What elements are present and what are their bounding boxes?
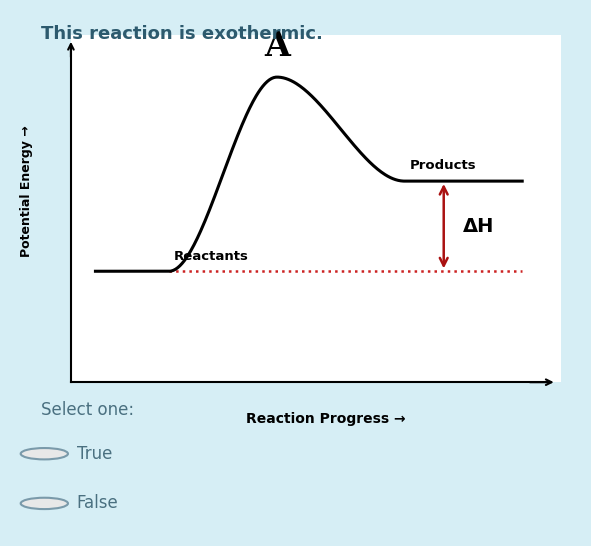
Text: Products: Products xyxy=(410,159,476,173)
Text: This reaction is exothermic.: This reaction is exothermic. xyxy=(41,25,323,43)
Text: Potential Energy →: Potential Energy → xyxy=(20,126,33,257)
Text: Reactants: Reactants xyxy=(174,250,249,263)
Text: True: True xyxy=(77,445,112,462)
Text: Reaction Progress →: Reaction Progress → xyxy=(246,412,406,426)
Text: A: A xyxy=(264,30,290,63)
Text: False: False xyxy=(77,495,119,512)
Circle shape xyxy=(21,498,68,509)
Text: Select one:: Select one: xyxy=(41,401,135,419)
Circle shape xyxy=(21,448,68,459)
Text: ΔH: ΔH xyxy=(463,217,495,236)
